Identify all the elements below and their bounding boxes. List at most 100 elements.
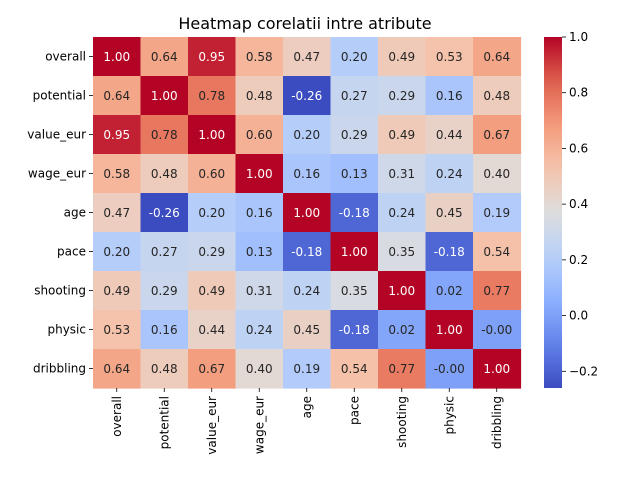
- heatmap-cell: [330, 232, 379, 272]
- heatmap-cell: [425, 193, 474, 233]
- heatmap-cell: [473, 232, 522, 272]
- cell-value-label: 0.64: [483, 50, 510, 64]
- cell-value-label: 1.00: [103, 50, 130, 64]
- x-tick-label: overall: [110, 396, 124, 437]
- cell-value-label: 0.31: [388, 167, 415, 181]
- colorbar-tick-label: 0.6: [569, 141, 588, 155]
- cell-value-label: 0.35: [341, 284, 368, 298]
- heatmap-cell: [188, 37, 237, 77]
- cell-value-label: 1.00: [341, 245, 368, 259]
- cell-value-label: 1.00: [388, 284, 415, 298]
- heatmap-cell: [283, 232, 332, 272]
- cell-value-label: 0.78: [151, 128, 178, 142]
- cell-value-label: 0.20: [198, 206, 225, 220]
- heatmap-cell: [93, 271, 142, 311]
- heatmap-cell: [188, 115, 237, 155]
- heatmap-cell: [378, 115, 427, 155]
- y-tick-label: value_eur: [27, 128, 86, 142]
- heatmap-cell: [283, 37, 332, 77]
- cell-value-label: 0.53: [436, 50, 463, 64]
- cell-value-label: 0.29: [341, 128, 368, 142]
- cell-value-label: 0.16: [436, 89, 463, 103]
- heatmap-cell: [425, 37, 474, 77]
- heatmap-cell: [378, 349, 427, 389]
- heatmap-cell: [473, 37, 522, 77]
- heatmap-cell: [473, 193, 522, 233]
- y-tick-label: shooting: [34, 284, 86, 298]
- cell-value-label: 0.48: [246, 89, 273, 103]
- heatmap-cell: [140, 154, 189, 194]
- heatmap-cells: 1.00 0.64 0.95 0.58 0.47 0.20 0.49 0.53 0.64 0.64…: [93, 37, 522, 389]
- cell-value-label: 0.20: [341, 50, 368, 64]
- heatmap-cell: [283, 154, 332, 194]
- cell-value-label: 0.49: [198, 284, 225, 298]
- heatmap-cell: [378, 154, 427, 194]
- heatmap-cell: [235, 349, 284, 389]
- heatmap-cell: [425, 154, 474, 194]
- cell-value-label: 0.48: [151, 362, 178, 376]
- cell-value-label: 1.00: [246, 167, 273, 181]
- heatmap-cell: [283, 349, 332, 389]
- colorbar-tick-label: 0.2: [569, 253, 588, 267]
- heatmap-cell: [473, 76, 522, 116]
- chart-title: Heatmap corelatii intre atribute: [178, 14, 431, 33]
- heatmap-cell: [93, 37, 142, 77]
- cell-value-label: -0.18: [339, 206, 370, 220]
- cell-value-label: 0.40: [483, 167, 510, 181]
- cell-value-label: 0.60: [198, 167, 225, 181]
- cell-value-label: 0.67: [198, 362, 225, 376]
- colorbar-tick-label: 0.0: [569, 309, 588, 323]
- cell-value-label: 0.44: [436, 128, 463, 142]
- cell-value-label: 0.58: [246, 50, 273, 64]
- heatmap-cell: [330, 310, 379, 350]
- heatmap-cell: [140, 193, 189, 233]
- cell-value-label: 0.95: [103, 128, 130, 142]
- cell-value-label: 0.02: [436, 284, 463, 298]
- cell-value-label: 0.48: [483, 89, 510, 103]
- cell-value-label: 0.95: [198, 50, 225, 64]
- cell-value-label: 0.54: [341, 362, 368, 376]
- cell-value-label: -0.18: [339, 323, 370, 337]
- cell-value-label: 0.67: [483, 128, 510, 142]
- heatmap-cell: [140, 271, 189, 311]
- cell-value-label: 0.78: [198, 89, 225, 103]
- heatmap-cell: [93, 349, 142, 389]
- heatmap-cell: [140, 232, 189, 272]
- cell-value-label: 0.49: [388, 50, 415, 64]
- cell-value-label: 0.20: [293, 128, 320, 142]
- heatmap-cell: [188, 154, 237, 194]
- cell-value-label: 0.53: [103, 323, 130, 337]
- heatmap-cell: [283, 193, 332, 233]
- heatmap-cell: [330, 37, 379, 77]
- heatmap-cell: [283, 76, 332, 116]
- cell-value-label: 0.77: [483, 284, 510, 298]
- cell-value-label: 0.24: [436, 167, 463, 181]
- heatmap-cell: [93, 154, 142, 194]
- heatmap-cell: [188, 193, 237, 233]
- colorbar-tick-label: 1.0: [569, 30, 588, 44]
- heatmap-cell: [330, 193, 379, 233]
- cell-value-label: -0.26: [149, 206, 180, 220]
- cell-value-label: 0.24: [388, 206, 415, 220]
- cell-value-label: 0.35: [388, 245, 415, 259]
- heatmap-cell: [188, 271, 237, 311]
- heatmap-cell: [473, 349, 522, 389]
- cell-value-label: -0.18: [291, 245, 322, 259]
- y-tick-label: age: [64, 206, 86, 220]
- x-tick-label: pace: [347, 396, 361, 425]
- heatmap-cell: [425, 232, 474, 272]
- cell-value-label: 0.29: [151, 284, 178, 298]
- x-tick-label: physic: [442, 396, 456, 435]
- cell-value-label: 1.00: [151, 89, 178, 103]
- heatmap-cell: [425, 271, 474, 311]
- cell-value-label: 0.27: [151, 245, 178, 259]
- y-tick-label: dribbling: [33, 362, 86, 376]
- x-tick-label: age: [300, 396, 314, 418]
- heatmap-cell: [425, 310, 474, 350]
- heatmap-cell: [188, 310, 237, 350]
- cell-value-label: 0.16: [293, 167, 320, 181]
- heatmap-cell: [330, 349, 379, 389]
- heatmap-cell: [235, 310, 284, 350]
- cell-value-label: 0.77: [388, 362, 415, 376]
- colorbar: −0.2 0.0 0.2 0.4 0.6 0.8 1.0: [544, 30, 598, 388]
